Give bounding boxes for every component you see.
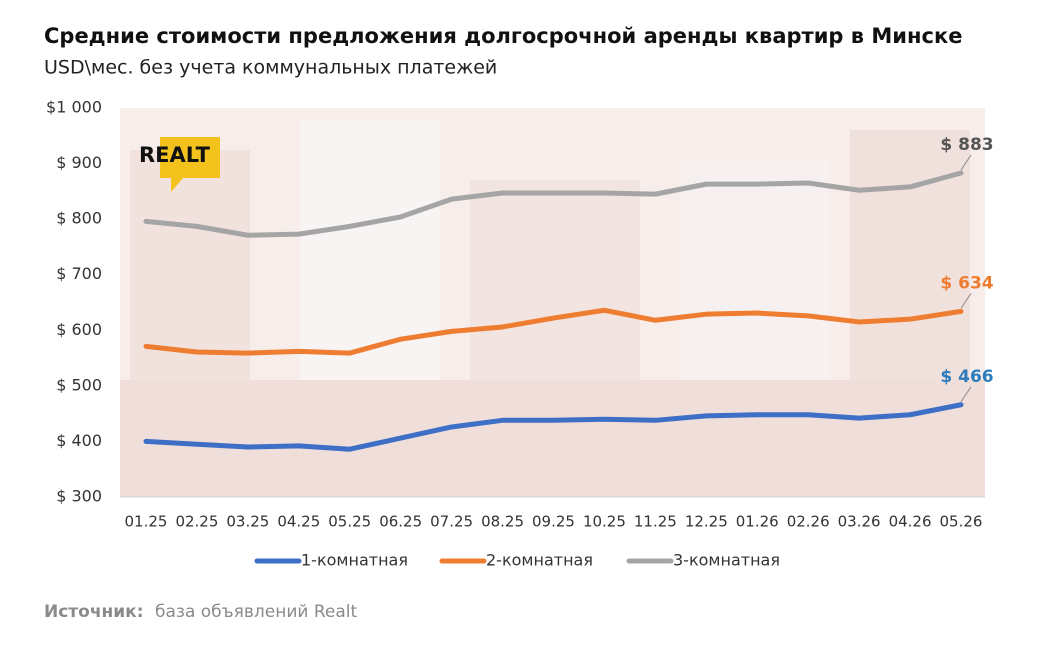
source-text: база объявлений Realt bbox=[155, 602, 357, 622]
x-tick-label: 08.25 bbox=[481, 513, 524, 531]
value-label: $ 883 bbox=[940, 135, 993, 155]
x-tick-label: 11.25 bbox=[634, 513, 677, 531]
y-tick-label: $ 800 bbox=[56, 209, 102, 228]
y-tick-label: $ 900 bbox=[56, 153, 102, 172]
value-label: $ 466 bbox=[940, 367, 993, 387]
chart-subtitle: USD\мес. без учета коммунальных платежей bbox=[44, 57, 497, 79]
x-tick-label: 03.26 bbox=[838, 513, 881, 531]
x-tick-label: 01.25 bbox=[125, 513, 168, 531]
y-tick-label: $ 300 bbox=[56, 487, 102, 506]
photo-background bbox=[120, 108, 985, 497]
x-tick-label: 05.26 bbox=[940, 513, 983, 531]
x-tick-label: 09.25 bbox=[532, 513, 575, 531]
legend-label: 3-комнатная bbox=[673, 551, 780, 570]
x-tick-label: 06.25 bbox=[379, 513, 422, 531]
x-tick-label: 01.26 bbox=[736, 513, 779, 531]
y-tick-label: $ 400 bbox=[56, 431, 102, 450]
x-tick-label: 05.25 bbox=[328, 513, 371, 531]
y-tick-label: $ 600 bbox=[56, 320, 102, 339]
x-tick-label: 10.25 bbox=[583, 513, 626, 531]
label-leader bbox=[960, 293, 972, 309]
y-tick-label: $ 700 bbox=[56, 264, 102, 283]
series-line bbox=[143, 402, 964, 452]
y-tick-label: $ 500 bbox=[56, 375, 102, 394]
value-label: $ 634 bbox=[940, 273, 993, 293]
label-leader bbox=[960, 386, 972, 403]
logo: REALT bbox=[139, 137, 220, 192]
x-tick-label: 02.25 bbox=[175, 513, 218, 531]
logo-text: REALT bbox=[139, 143, 211, 167]
legend-label: 1-комнатная bbox=[301, 551, 408, 570]
series-line bbox=[143, 307, 964, 356]
chart-title: Средние стоимости предложения долгосрочн… bbox=[44, 24, 962, 48]
legend-label: 2-комнатная bbox=[486, 551, 593, 570]
x-tick-label: 04.25 bbox=[277, 513, 320, 531]
source-label: Источник: bbox=[44, 602, 144, 622]
x-tick-label: 04.26 bbox=[889, 513, 932, 531]
y-tick-label: $1 000 bbox=[46, 98, 102, 117]
x-tick-label: 12.25 bbox=[685, 513, 728, 531]
x-tick-label: 02.26 bbox=[787, 513, 830, 531]
x-tick-label: 03.25 bbox=[226, 513, 269, 531]
x-tick-label: 07.25 bbox=[430, 513, 473, 531]
logo-shape bbox=[160, 137, 220, 192]
label-leader bbox=[960, 154, 972, 171]
series-line bbox=[143, 170, 964, 238]
